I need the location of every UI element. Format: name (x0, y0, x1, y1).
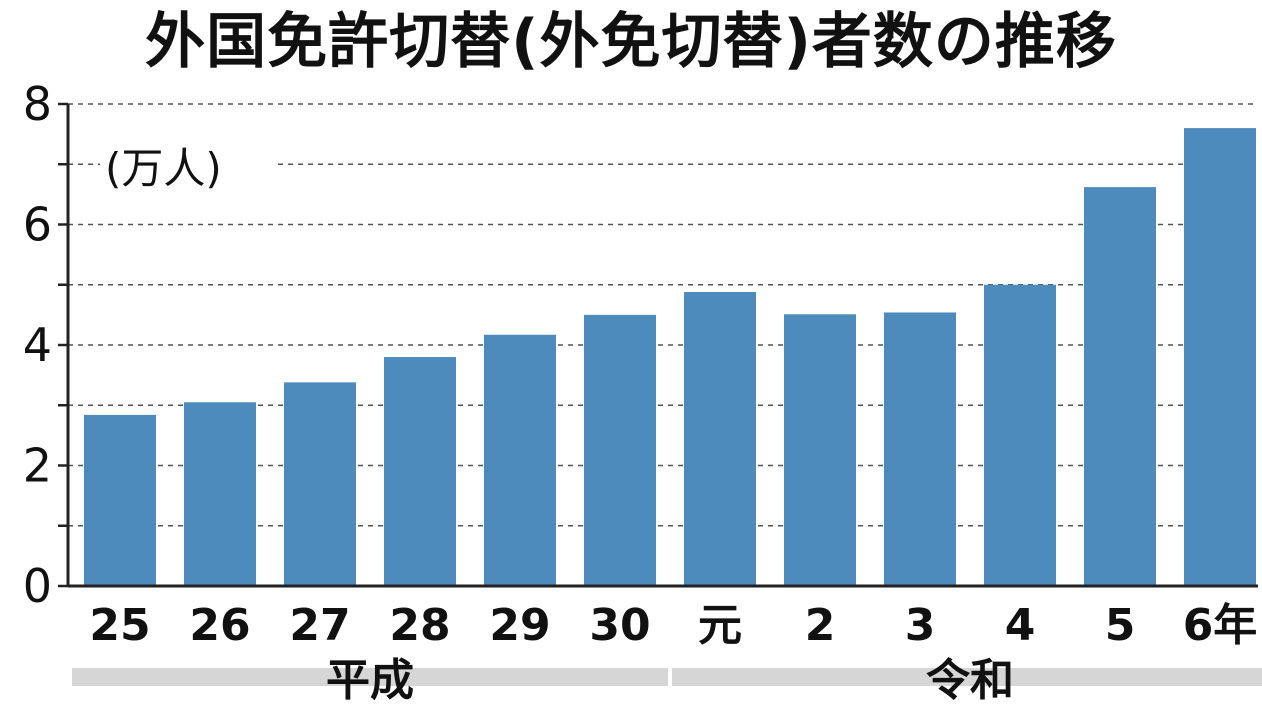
bar-8 (884, 312, 956, 586)
unit-label: (万人) (105, 144, 222, 193)
x-tick-labels: 25 26 27 28 29 30 元 2 3 4 5 6年 (89, 600, 1257, 651)
unit-label-background (100, 140, 275, 192)
x-tick-label: 30 (589, 600, 650, 651)
bar-7 (784, 314, 856, 586)
x-tick-label: 29 (489, 600, 550, 651)
era-band-0 (72, 668, 668, 686)
x-tick-label: 26 (189, 600, 250, 651)
era-band-1 (672, 668, 1262, 686)
x-tick-label: 5 (1105, 600, 1136, 651)
bar-10 (1084, 187, 1156, 586)
bar-0 (84, 414, 156, 586)
x-tick-label: 4 (1005, 600, 1036, 651)
bar-11 (1184, 128, 1256, 586)
y-tick-label: 0 (23, 559, 52, 613)
x-tick-label: 25 (89, 600, 150, 651)
x-tick-label: 27 (289, 600, 350, 651)
bar-2 (284, 382, 356, 586)
y-tick-labels: 0 2 4 6 8 (23, 77, 52, 613)
x-tick-label: 28 (389, 600, 450, 651)
y-tick-label: 8 (23, 77, 52, 131)
axes (58, 102, 1258, 588)
era-bands: 平成 令和 (72, 655, 1262, 706)
era-label-0: 平成 (326, 655, 414, 706)
bar-4 (484, 334, 556, 586)
bar-1 (184, 402, 256, 586)
x-tick-label: 元 (698, 600, 742, 651)
x-tick-label: 3 (905, 600, 936, 651)
bars (84, 128, 1256, 586)
y-tick-label: 2 (23, 439, 52, 493)
y-tick-label: 4 (23, 318, 52, 372)
era-label-1: 令和 (926, 655, 1014, 706)
bar-3 (384, 357, 456, 586)
y-tick-label: 6 (23, 198, 52, 252)
bar-9 (984, 284, 1056, 586)
bar-6 (684, 291, 756, 586)
chart-title: 外国免許切替(外免切替)者数の推移 (145, 7, 1117, 77)
x-tick-label: 2 (805, 600, 836, 651)
bar-5 (584, 314, 656, 586)
x-tick-label: 6年 (1183, 600, 1258, 651)
grid-lines (68, 103, 1258, 527)
